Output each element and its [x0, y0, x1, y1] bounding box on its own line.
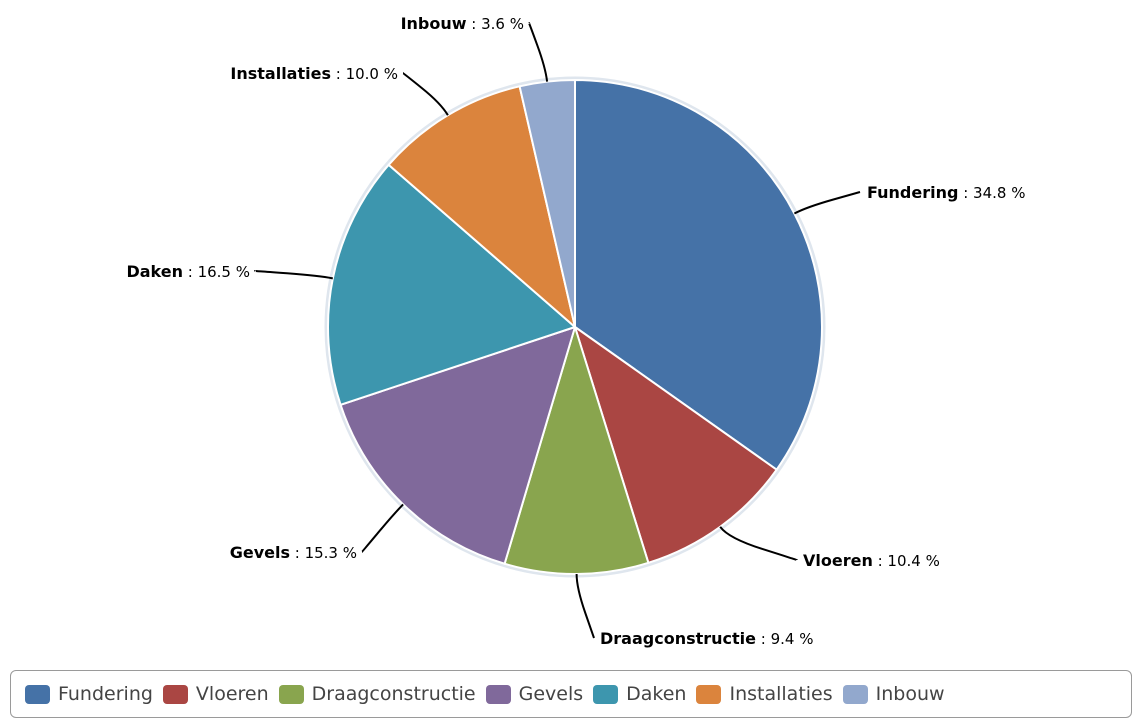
data-label-gevels: Gevels : 15.3 % — [230, 543, 357, 562]
pie-slice-inbouw[interactable] — [518, 79, 576, 328]
data-label-name: Installaties — [230, 64, 331, 83]
legend-swatch — [278, 684, 304, 704]
legend-label: Inbouw — [875, 683, 945, 705]
connector-daken — [253, 269, 333, 280]
data-label-name: Vloeren — [803, 551, 873, 570]
pie-slice-fundering[interactable] — [574, 79, 823, 471]
connector-gevels — [361, 503, 404, 553]
legend-swatch — [696, 684, 722, 704]
connector-installaties — [402, 72, 449, 116]
data-label-value: : 9.4 % — [756, 630, 813, 648]
data-label-installaties: Installaties : 10.0 % — [230, 64, 398, 83]
data-label-daken: Daken : 16.5 % — [126, 262, 250, 281]
data-label-name: Draagconstructie — [600, 629, 756, 648]
legend-item-fundering[interactable]: Fundering — [25, 683, 153, 705]
pie-slice-vloeren[interactable] — [574, 326, 778, 564]
pie-halo — [324, 76, 826, 578]
legend-label: Gevels — [518, 683, 584, 705]
legend-item-daken[interactable]: Daken — [593, 683, 686, 705]
legend-label: Draagconstructie — [311, 683, 476, 705]
pie-slice-installaties[interactable] — [387, 85, 576, 328]
legend-swatch — [593, 684, 619, 704]
legend-item-installaties[interactable]: Installaties — [696, 683, 833, 705]
data-label-name: Daken — [126, 262, 183, 281]
data-label-draagconstructie: Draagconstructie : 9.4 % — [600, 629, 813, 648]
data-label-value: : 10.4 % — [873, 552, 940, 570]
data-label-name: Gevels — [230, 543, 290, 562]
data-label-fundering: Fundering : 34.8 % — [867, 183, 1025, 202]
data-label-value: : 16.5 % — [183, 263, 250, 281]
connector-vloeren — [719, 526, 798, 561]
data-label-value: : 3.6 % — [467, 15, 524, 33]
legend-swatch — [162, 684, 188, 704]
data-label-vloeren: Vloeren : 10.4 % — [803, 551, 940, 570]
pie-chart: Fundering : 34.8 % Vloeren : 10.4 % Draagc… — [126, 14, 1025, 648]
legend-label: Installaties — [729, 683, 833, 705]
legend-item-draagconstructie[interactable]: Draagconstructie — [278, 683, 476, 705]
connector-draagconstructie — [575, 573, 595, 639]
data-label-inbouw: Inbouw : 3.6 % — [401, 14, 524, 33]
legend-item-vloeren[interactable]: Vloeren — [162, 683, 269, 705]
data-label-value: : 15.3 % — [290, 544, 357, 562]
chart-legend: Fundering Vloeren Draagconstructie Gevels Da… — [10, 670, 1132, 718]
data-label-name: Fundering — [867, 183, 958, 202]
legend-label: Vloeren — [195, 683, 269, 705]
data-label-value: : 34.8 % — [958, 184, 1025, 202]
legend-label: Fundering — [58, 683, 153, 705]
legend-swatch — [842, 684, 868, 704]
pie-slice-draagconstructie[interactable] — [503, 326, 650, 575]
connector-fundering — [793, 191, 861, 215]
data-label-name: Inbouw — [401, 14, 467, 33]
data-label-value: : 10.0 % — [331, 65, 398, 83]
legend-label: Daken — [626, 683, 687, 705]
pie-slice-daken[interactable] — [327, 163, 576, 406]
chart-area: Fundering : 34.8 % Vloeren : 10.4 % Draagc… — [126, 14, 1025, 648]
legend-item-gevels[interactable]: Gevels — [485, 683, 584, 705]
connector-inbouw — [528, 21, 549, 82]
legend-swatch — [485, 684, 511, 704]
legend-swatch — [25, 684, 50, 704]
legend-item-inbouw[interactable]: Inbouw — [842, 683, 945, 705]
